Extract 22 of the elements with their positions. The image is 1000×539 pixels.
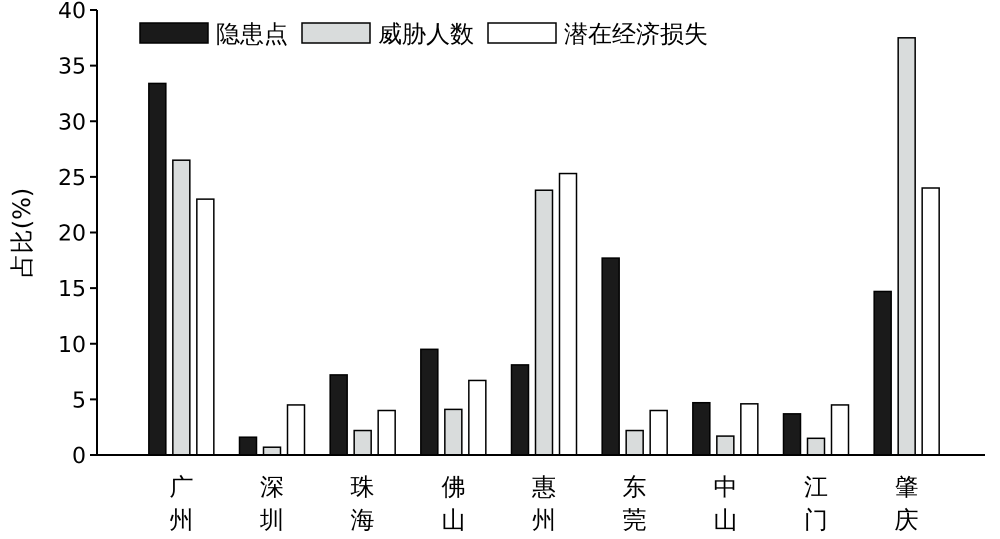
x-tick-label: 深圳 [259,473,284,534]
y-tick-label: 30 [58,110,86,136]
legend-label: 威胁人数 [378,20,474,48]
x-tick-label: 东莞 [622,473,647,534]
y-tick-label: 5 [72,388,86,414]
y-tick-label: 10 [58,332,86,358]
legend-label: 潜在经济损失 [564,20,708,48]
x-tick-label: 佛山 [441,473,466,534]
y-tick-label: 40 [58,0,86,24]
y-tick-label: 15 [58,277,86,302]
x-tick-label: 江门 [804,473,828,534]
y-tick-label: 25 [58,166,86,191]
y-axis-title: 占比(%) [8,188,36,278]
x-tick-label: 惠州 [531,473,556,534]
y-tick-label: 0 [72,444,86,469]
y-tick-label: 35 [58,54,86,80]
x-tick-label: 中山 [713,473,738,534]
x-tick-label: 肇庆 [894,473,919,534]
legend-label: 隐患点 [216,20,288,48]
y-tick-label: 20 [58,222,86,246]
x-tick-label: 广州 [169,473,194,534]
x-tick-label: 珠海 [350,473,375,534]
